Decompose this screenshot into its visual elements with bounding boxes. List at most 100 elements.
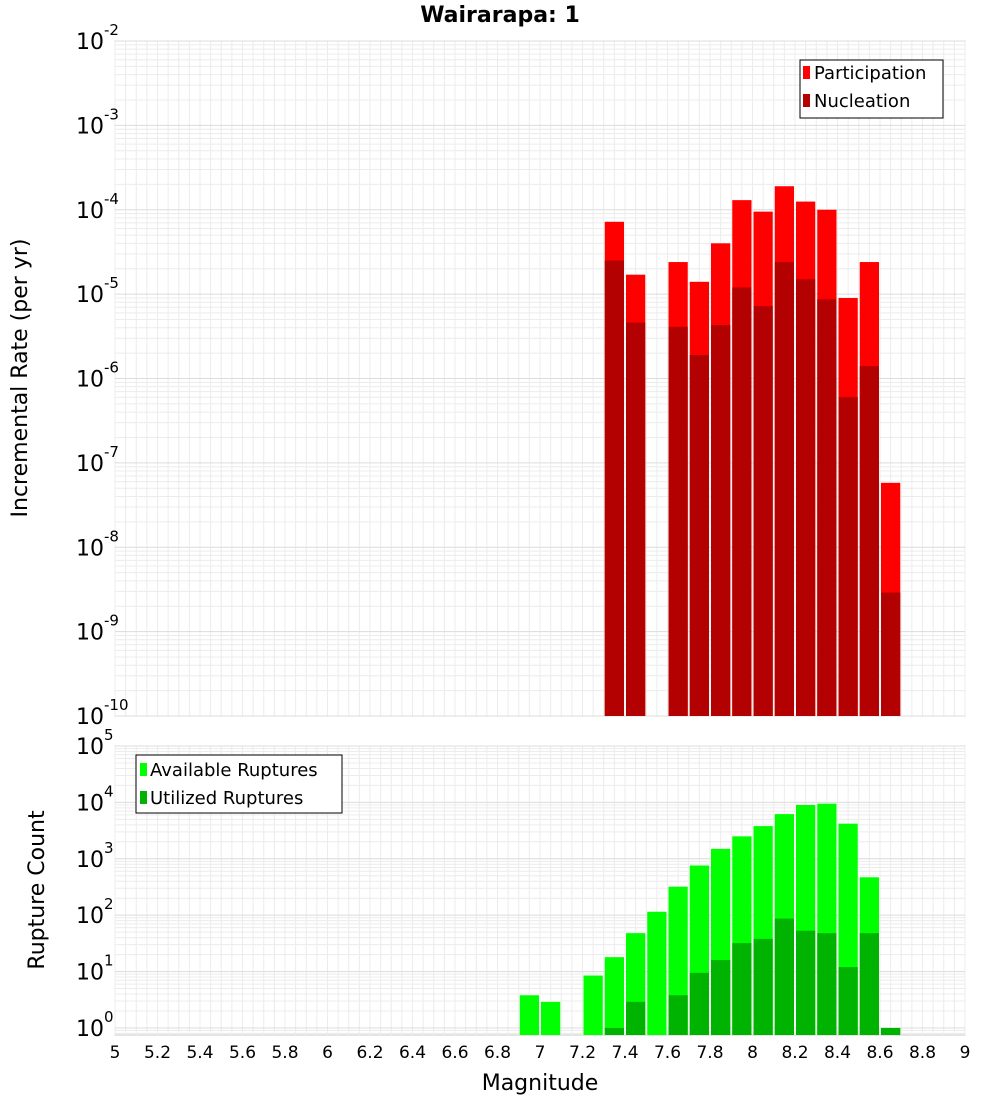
available-bar bbox=[519, 995, 539, 1035]
y-tick-exponent: 4 bbox=[104, 782, 114, 800]
y-tick-label: 10 bbox=[76, 735, 104, 760]
utilized-bar bbox=[711, 960, 731, 1035]
utilized-bar bbox=[859, 933, 879, 1035]
utilized-bar bbox=[774, 918, 794, 1035]
available-bar bbox=[541, 1001, 561, 1035]
available-bar bbox=[647, 911, 667, 1035]
x-tick-label: 7.2 bbox=[569, 1043, 596, 1063]
y-tick-exponent: -3 bbox=[104, 105, 119, 123]
utilized-bar bbox=[689, 972, 709, 1035]
participation-legend-label: Participation bbox=[814, 63, 926, 84]
y-tick-label: 10 bbox=[76, 904, 104, 929]
y-tick-exponent: -7 bbox=[104, 443, 119, 461]
y-tick-label: 10 bbox=[76, 30, 104, 55]
nucleation-bar bbox=[881, 592, 901, 716]
y-tick-label: 10 bbox=[76, 283, 104, 308]
nucleation-bar bbox=[711, 325, 731, 716]
nucleation-bar bbox=[604, 260, 624, 716]
x-axis-label: Magnitude bbox=[482, 1071, 599, 1096]
x-tick-label: 6.8 bbox=[484, 1043, 511, 1063]
x-tick-label: 9 bbox=[960, 1043, 971, 1063]
utilized-bar bbox=[604, 1027, 624, 1035]
x-tick-label: 7.6 bbox=[654, 1043, 681, 1063]
utilized-legend-swatch bbox=[140, 791, 147, 804]
y-tick-label: 10 bbox=[76, 961, 104, 986]
y-tick-label: 10 bbox=[76, 791, 104, 816]
y-tick-label: 10 bbox=[76, 368, 104, 393]
top-legend-box bbox=[799, 59, 944, 119]
nucleation-bar bbox=[774, 262, 794, 716]
y-tick-exponent: -4 bbox=[104, 190, 119, 208]
top-bars bbox=[604, 186, 901, 717]
utilized-bar bbox=[881, 1027, 901, 1035]
utilized-bar bbox=[817, 933, 837, 1035]
y-tick-exponent: 3 bbox=[104, 839, 114, 857]
chart-title: Wairarapa: 1 bbox=[420, 3, 580, 28]
y-tick-exponent: -10 bbox=[104, 696, 129, 714]
utilized-bar bbox=[796, 930, 816, 1035]
top-grid bbox=[114, 40, 966, 717]
nucleation-bar bbox=[668, 326, 688, 716]
x-tick-label: 8.4 bbox=[824, 1043, 851, 1063]
nucleation-bar bbox=[796, 279, 816, 716]
y-tick-exponent: 5 bbox=[104, 726, 114, 744]
y-tick-exponent: -9 bbox=[104, 612, 119, 630]
bottom-y-axis-label: Rupture Count bbox=[25, 810, 50, 970]
utilized-bar bbox=[732, 943, 752, 1035]
y-tick-exponent: -6 bbox=[104, 359, 119, 377]
y-tick-exponent: -8 bbox=[104, 527, 119, 545]
utilized-legend-label: Utilized Ruptures bbox=[150, 788, 303, 809]
utilized-bar bbox=[626, 1001, 646, 1035]
nucleation-bar bbox=[817, 299, 837, 716]
available-bar bbox=[604, 957, 624, 1035]
y-tick-label: 10 bbox=[76, 452, 104, 477]
y-tick-label: 10 bbox=[76, 536, 104, 561]
available-legend-label: Available Ruptures bbox=[150, 760, 318, 781]
nucleation-legend-label: Nucleation bbox=[814, 91, 910, 112]
x-tick-label: 6.2 bbox=[356, 1043, 383, 1063]
top-legend: Participation Nucleation bbox=[799, 59, 944, 119]
y-tick-label: 10 bbox=[76, 1017, 104, 1042]
x-tick-label: 5.6 bbox=[229, 1043, 256, 1063]
y-tick-exponent: 2 bbox=[104, 895, 114, 913]
bottom-bars bbox=[519, 803, 901, 1035]
x-tick-label: 6.4 bbox=[399, 1043, 426, 1063]
y-tick-label: 10 bbox=[76, 705, 104, 730]
y-tick-exponent: -2 bbox=[104, 21, 119, 39]
nucleation-bar bbox=[626, 322, 646, 716]
y-tick-label: 10 bbox=[76, 199, 104, 224]
x-tick-label: 5.2 bbox=[144, 1043, 171, 1063]
x-tick-label: 8.8 bbox=[909, 1043, 936, 1063]
utilized-bar bbox=[838, 967, 858, 1035]
nucleation-legend-swatch bbox=[803, 94, 810, 107]
x-tick-label: 7 bbox=[535, 1043, 546, 1063]
available-legend-swatch bbox=[140, 763, 147, 776]
x-tick-label: 7.8 bbox=[696, 1043, 723, 1063]
x-tick-label: 5.4 bbox=[186, 1043, 213, 1063]
participation-legend-swatch bbox=[803, 66, 810, 79]
x-tick-label: 7.4 bbox=[611, 1043, 638, 1063]
x-tick-label: 6 bbox=[322, 1043, 333, 1063]
nucleation-bar bbox=[859, 366, 879, 716]
x-tick-label: 8 bbox=[747, 1043, 758, 1063]
available-bar bbox=[583, 975, 603, 1035]
x-tick-label: 8.6 bbox=[866, 1043, 893, 1063]
x-tick-label: 5 bbox=[110, 1043, 121, 1063]
utilized-bar bbox=[753, 938, 773, 1035]
y-tick-label: 10 bbox=[76, 848, 104, 873]
utilized-bar bbox=[668, 995, 688, 1035]
x-ticks: 5 5.2 5.4 5.6 5.8 6 6.2 6.4 6.6 6.8 7 7.2 7.4 7.6 7.8 8… bbox=[110, 1043, 971, 1063]
y-tick-label: 10 bbox=[76, 621, 104, 646]
y-tick-exponent: -5 bbox=[104, 274, 119, 292]
bottom-legend: Available Ruptures Utilized Ruptures bbox=[135, 754, 343, 814]
y-tick-exponent: 0 bbox=[104, 1008, 114, 1026]
nucleation-bar bbox=[689, 354, 709, 716]
nucleation-bar bbox=[732, 287, 752, 716]
top-y-ticks: 10-210-310-410-510-610-710-810-910-10 bbox=[76, 21, 129, 730]
nucleation-bar bbox=[838, 397, 858, 716]
bottom-legend-box bbox=[135, 754, 343, 814]
y-tick-label: 10 bbox=[76, 114, 104, 139]
top-panel: 10-210-310-410-510-610-710-810-910-10 In… bbox=[8, 21, 966, 730]
